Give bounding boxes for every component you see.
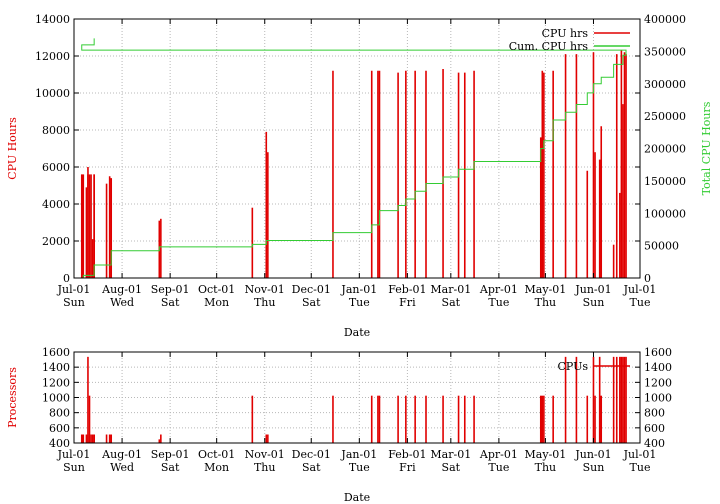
- x-tick-label-date: Nov-01: [245, 448, 285, 461]
- y2-tick-label: 800: [644, 407, 665, 420]
- x-tick-label-day: Thu: [254, 461, 276, 474]
- x-tick-label-date: Aug-01: [101, 448, 142, 461]
- y-tick-label: 14000: [35, 13, 70, 26]
- x-tick-label-day: Thu: [535, 296, 557, 309]
- plot-frame: [73, 18, 641, 279]
- x-tick-label-date: May-01: [525, 283, 567, 296]
- x-tick-label-date: Feb-01: [388, 283, 426, 296]
- x-axis-label: Date: [344, 326, 370, 339]
- y2-axis-label: Total CPU Hours: [700, 101, 713, 195]
- x-tick-label-day: Tue: [349, 461, 370, 474]
- x-tick-label-date: Feb-01: [388, 448, 426, 461]
- x-tick-label-day: Wed: [110, 461, 134, 474]
- y2-tick-label: 100000: [644, 207, 686, 220]
- y-tick-label: 12000: [35, 50, 70, 63]
- x-tick-label-date: Nov-01: [245, 283, 285, 296]
- x-tick-label-date: Jul-01: [623, 448, 657, 461]
- y-tick-label: 6000: [42, 161, 70, 174]
- x-tick-label-day: Mon: [204, 461, 229, 474]
- x-tick-label-day: Tue: [630, 461, 651, 474]
- x-tick-label-date: Jun-01: [574, 283, 611, 296]
- legend-label: CPU hrs: [542, 27, 589, 40]
- y-tick-label: 1200: [42, 376, 70, 389]
- x-tick-label-date: Oct-01: [198, 448, 235, 461]
- x-tick-label-day: Sun: [583, 461, 605, 474]
- x-tick-label-day: Sat: [161, 296, 180, 309]
- x-tick-label-day: Fri: [399, 296, 416, 309]
- x-tick-label-day: Sat: [442, 296, 461, 309]
- x-tick-label-date: Aug-01: [101, 283, 142, 296]
- y2-tick-label: 1600: [644, 346, 672, 359]
- chart-1: 400 600 800 1000 1200 1400 1600 400 600 800 1000 12…: [6, 346, 672, 504]
- y2-tick-label: 300000: [644, 78, 686, 91]
- y-tick-label: 4000: [42, 198, 70, 211]
- x-axis-label: Date: [344, 491, 370, 504]
- y2-tick-label: 600: [644, 422, 665, 435]
- y2-tick-label: 150000: [644, 175, 686, 188]
- y2-tick-label: 400: [644, 437, 665, 450]
- x-tick-label-day: Sun: [583, 296, 605, 309]
- x-tick-label-date: Sep-01: [151, 448, 190, 461]
- x-tick-label-date: Oct-01: [198, 283, 235, 296]
- x-tick-label-date: Sep-01: [151, 283, 190, 296]
- y2-tick-label: 50000: [644, 240, 679, 253]
- x-tick-label-date: Jan-01: [340, 448, 377, 461]
- y2-tick-label: 1000: [644, 392, 672, 405]
- x-tick-label-day: Thu: [535, 461, 557, 474]
- y-tick-label: 600: [49, 422, 70, 435]
- x-tick-label-day: Sun: [63, 296, 85, 309]
- y-tick-label: 400: [49, 437, 70, 450]
- y-tick-label: 1600: [42, 346, 70, 359]
- y-axis-label: Processors: [6, 367, 19, 428]
- x-tick-label-date: Apr-01: [479, 283, 518, 296]
- y-tick-label: 0: [63, 272, 70, 285]
- y-tick-label: 800: [49, 407, 70, 420]
- x-tick-label-day: Fri: [399, 461, 416, 474]
- y2-tick-label: 400000: [644, 13, 686, 26]
- y2-tick-label: 250000: [644, 110, 686, 123]
- y2-tick-label: 0: [644, 272, 651, 285]
- x-tick-label-day: Sun: [63, 461, 85, 474]
- y-tick-label: 1000: [42, 392, 70, 405]
- x-tick-label-day: Mon: [204, 296, 229, 309]
- x-tick-label-day: Tue: [349, 296, 370, 309]
- x-tick-label-date: May-01: [525, 448, 567, 461]
- y-tick-label: 8000: [42, 124, 70, 137]
- x-tick-label-day: Sat: [161, 461, 180, 474]
- y-tick-label: 10000: [35, 87, 70, 100]
- x-tick-label-day: Tue: [488, 461, 509, 474]
- y-axis-label: CPU Hours: [6, 117, 19, 180]
- y-tick-label: 2000: [42, 235, 70, 248]
- x-tick-label-day: Tue: [630, 296, 651, 309]
- x-tick-label-day: Thu: [254, 296, 276, 309]
- x-tick-label-date: Jul-01: [57, 448, 91, 461]
- y2-tick-label: 1200: [644, 376, 672, 389]
- x-tick-label-date: Jul-01: [623, 283, 657, 296]
- y-tick-label: 1400: [42, 361, 70, 374]
- x-tick-label-date: Jun-01: [574, 448, 611, 461]
- x-tick-label-day: Sat: [302, 461, 321, 474]
- x-tick-label-day: Sat: [442, 461, 461, 474]
- x-tick-label-day: Wed: [110, 296, 134, 309]
- x-tick-label-date: Dec-01: [292, 283, 331, 296]
- x-tick-label-date: Jan-01: [340, 283, 377, 296]
- x-tick-label-date: Jul-01: [57, 283, 91, 296]
- x-tick-label-day: Sat: [302, 296, 321, 309]
- y2-tick-label: 1400: [644, 361, 672, 374]
- x-tick-label-date: Dec-01: [292, 448, 331, 461]
- legend-label: CPUs: [557, 360, 588, 373]
- y2-tick-label: 350000: [644, 45, 686, 58]
- series-line-cumulative: [74, 38, 627, 279]
- x-tick-label-day: Tue: [488, 296, 509, 309]
- legend-label: Cum. CPU hrs: [509, 40, 589, 53]
- x-tick-label-date: Mar-01: [430, 283, 471, 296]
- chart-0: 0 2000 4000 6000 8000 10000 12000 14000 0 50000 10…: [6, 13, 713, 339]
- x-tick-label-date: Mar-01: [430, 448, 471, 461]
- y2-tick-label: 200000: [644, 143, 686, 156]
- x-tick-label-date: Apr-01: [479, 448, 518, 461]
